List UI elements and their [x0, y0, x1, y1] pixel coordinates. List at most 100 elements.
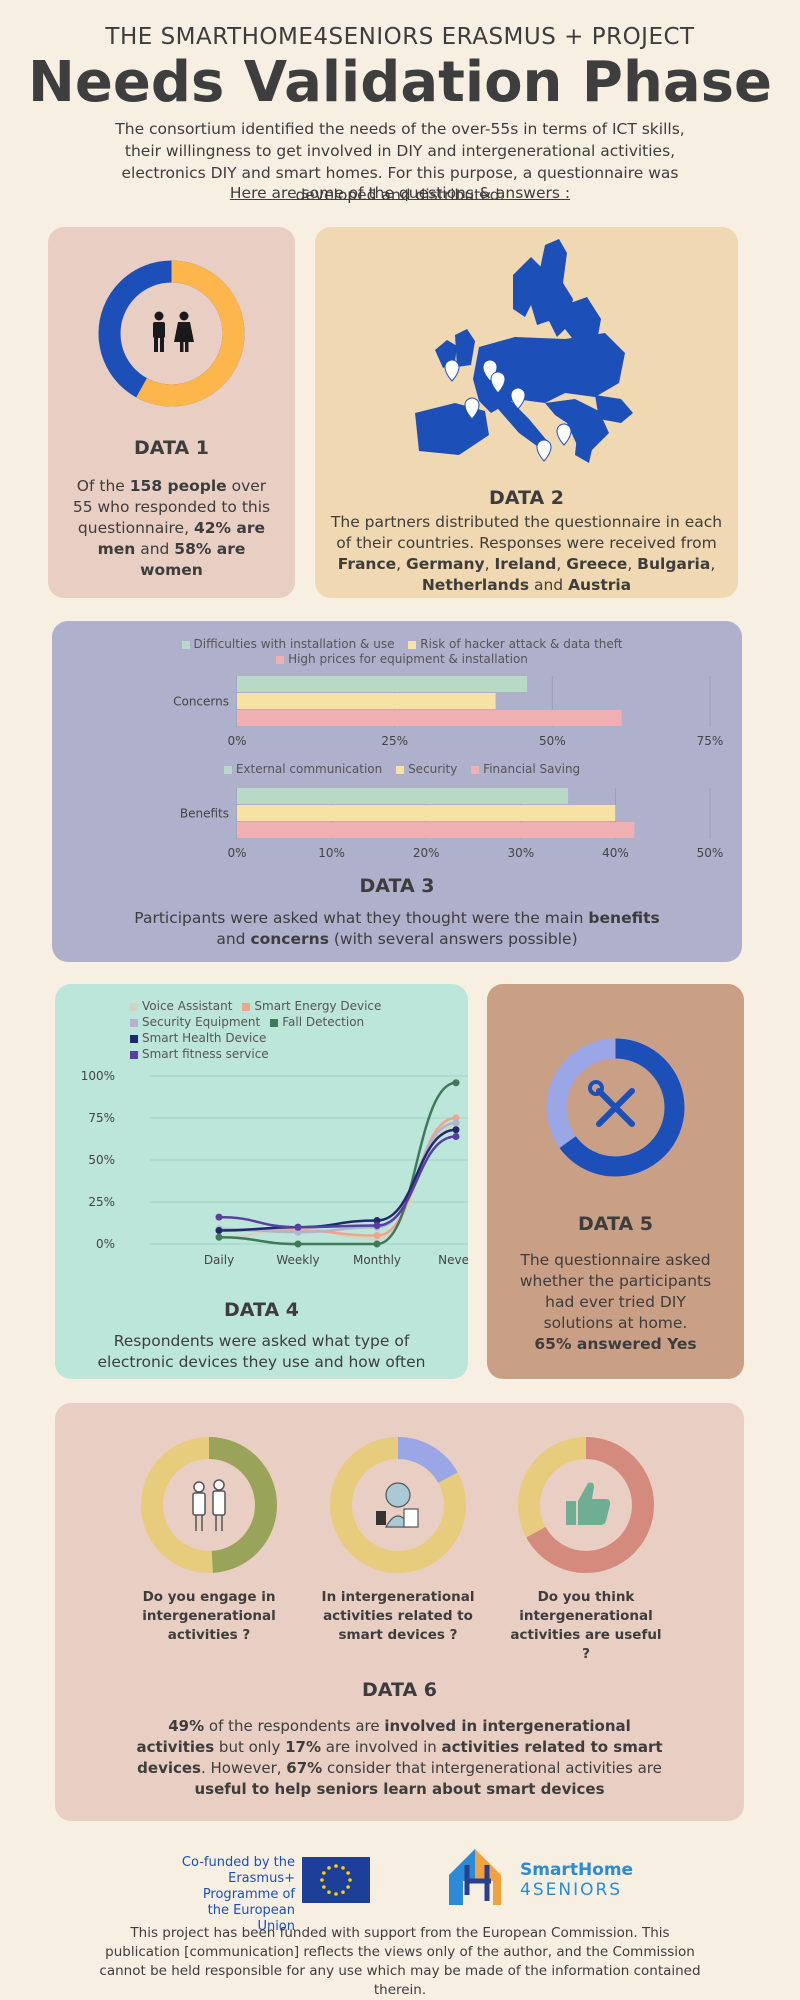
eu-star — [322, 1885, 326, 1889]
legend-swatch — [408, 640, 417, 649]
data6-title: DATA 6 — [361, 1679, 438, 1701]
page-title: Needs Validation Phase — [28, 50, 772, 115]
data-point — [215, 1213, 223, 1221]
data-point — [452, 1132, 460, 1140]
data6-text: 49% of the respondents are involved in i… — [136, 1717, 663, 1798]
legend-label: Risk of hacker attack & data theft — [420, 637, 623, 651]
useful-donut — [518, 1437, 654, 1573]
legend-label: Security Equipment — [142, 1015, 261, 1029]
data-point — [452, 1114, 460, 1122]
legend-swatch — [276, 655, 285, 664]
people-icon — [192, 1479, 226, 1531]
y-tick-label: 50% — [88, 1153, 115, 1167]
tick-label: 0% — [227, 846, 246, 860]
legend-label: Fall Detection — [282, 1015, 365, 1029]
data1-card: DATA 1 Of the 158 people over 55 who res… — [48, 227, 295, 598]
eu-flag-icon — [302, 1857, 370, 1903]
bar — [237, 676, 528, 692]
data4-card: Voice Assistant Smart Energy Device Secur… — [55, 984, 468, 1379]
eu-star — [341, 1890, 345, 1894]
eu-star — [320, 1878, 324, 1882]
x-tick-label: Never — [438, 1253, 468, 1267]
tick-label: 75% — [697, 734, 724, 748]
data-point — [452, 1079, 460, 1087]
legend-label: Voice Assistant — [142, 999, 233, 1013]
eu-star — [346, 1885, 350, 1889]
tick-label: 0% — [227, 734, 246, 748]
y-tick-label: 25% — [88, 1195, 115, 1209]
eu-star — [346, 1871, 350, 1875]
disclaimer-text: This project has been funded with suppor… — [99, 1925, 701, 1998]
legend-swatch — [471, 765, 480, 774]
data4-text: Respondents were asked what type of elec… — [97, 1332, 426, 1371]
data1-title: DATA 1 — [133, 437, 210, 459]
data4-title: DATA 4 — [223, 1299, 300, 1321]
legend-swatch — [181, 640, 190, 649]
question-useful: Do you think intergenerational activitie… — [510, 1589, 662, 1662]
series-line — [218, 1121, 457, 1234]
question-engage: Do you engage in intergenerational activ… — [142, 1589, 276, 1643]
bar — [237, 805, 616, 821]
legend-swatch — [242, 1002, 251, 1011]
data-point — [294, 1223, 302, 1231]
legend-label: Difficulties with installation & use — [193, 637, 395, 651]
eu-star — [327, 1866, 331, 1870]
legend-swatch — [270, 1018, 279, 1027]
logo-line1: SmartHome — [520, 1860, 634, 1880]
tick-label: 50% — [697, 846, 724, 860]
data5-card: DATA 5 The questionnaire asked whether t… — [487, 984, 744, 1379]
project-kicker: THE SMARTHOME4SENIORS ERASMUS + PROJECT — [105, 24, 695, 50]
data2-card: DATA 2 The partners distributed the ques… — [315, 227, 738, 598]
questions-link[interactable]: Here are some of the questions & answers… — [229, 184, 571, 202]
smarthome-logo-icon — [449, 1849, 501, 1905]
tick-label: 50% — [539, 734, 566, 748]
tick-label: 25% — [381, 734, 408, 748]
legend-label: Financial Saving — [483, 762, 581, 776]
data-point — [373, 1240, 381, 1248]
eu-star — [327, 1890, 331, 1894]
data3-text: Participants were asked what they though… — [134, 909, 660, 948]
tools-icon — [588, 1080, 635, 1127]
category-label: Benefits — [180, 807, 229, 821]
concerns-legend: Difficulties with installation & use Ris… — [52, 637, 742, 651]
europe-map-icon — [415, 239, 633, 463]
benefits-legend: External communication Security Financia… — [52, 762, 742, 776]
legend-swatch — [396, 765, 405, 774]
eu-cofunded-text: Co-funded by the Erasmus+ Programme of t… — [181, 1855, 295, 1934]
tick-label: 30% — [507, 846, 534, 860]
legend-swatch — [223, 765, 232, 774]
concerns-bar-chart: 0% 25% 50% 75% Concerns — [173, 676, 724, 748]
data5-text: The questionnaire asked whether the part… — [519, 1251, 712, 1353]
series-line — [218, 1135, 457, 1229]
data-point — [373, 1216, 381, 1224]
data3-title: DATA 3 — [359, 875, 435, 897]
bar — [237, 710, 622, 726]
data6-card: Do you engage in intergenerational activ… — [55, 1403, 744, 1821]
gender-donut — [98, 260, 245, 407]
data-point — [373, 1222, 381, 1230]
data-point — [294, 1240, 302, 1248]
data-point — [452, 1119, 460, 1127]
smart-devices-donut — [330, 1437, 466, 1573]
legend-label: Smart Health Device — [142, 1031, 267, 1045]
data2-text: The partners distributed the questionnai… — [330, 513, 723, 594]
series-line — [218, 1128, 457, 1232]
bar — [237, 788, 569, 804]
data-point — [373, 1232, 381, 1240]
data1-text: Of the 158 people over 55 who responded … — [72, 477, 271, 579]
data2-title: DATA 2 — [488, 487, 565, 509]
data-point — [452, 1126, 460, 1134]
legend-swatch — [130, 1050, 138, 1059]
diy-donut — [546, 1038, 685, 1177]
question-smart-devices: In intergenerational activities related … — [321, 1589, 475, 1643]
y-tick-label: 0% — [96, 1237, 115, 1251]
tick-label: 40% — [602, 846, 629, 860]
benefits-bar-chart: 0% 10% 20% 30% 40% 50% Benefits — [180, 788, 724, 860]
thumbs-up-icon — [566, 1482, 611, 1525]
data-point — [215, 1227, 223, 1235]
y-tick-label: 75% — [88, 1111, 115, 1125]
concerns-legend-row2: High prices for equipment & installation — [52, 652, 742, 666]
tick-label: 20% — [413, 846, 440, 860]
eu-star — [341, 1866, 345, 1870]
bar — [237, 822, 635, 838]
